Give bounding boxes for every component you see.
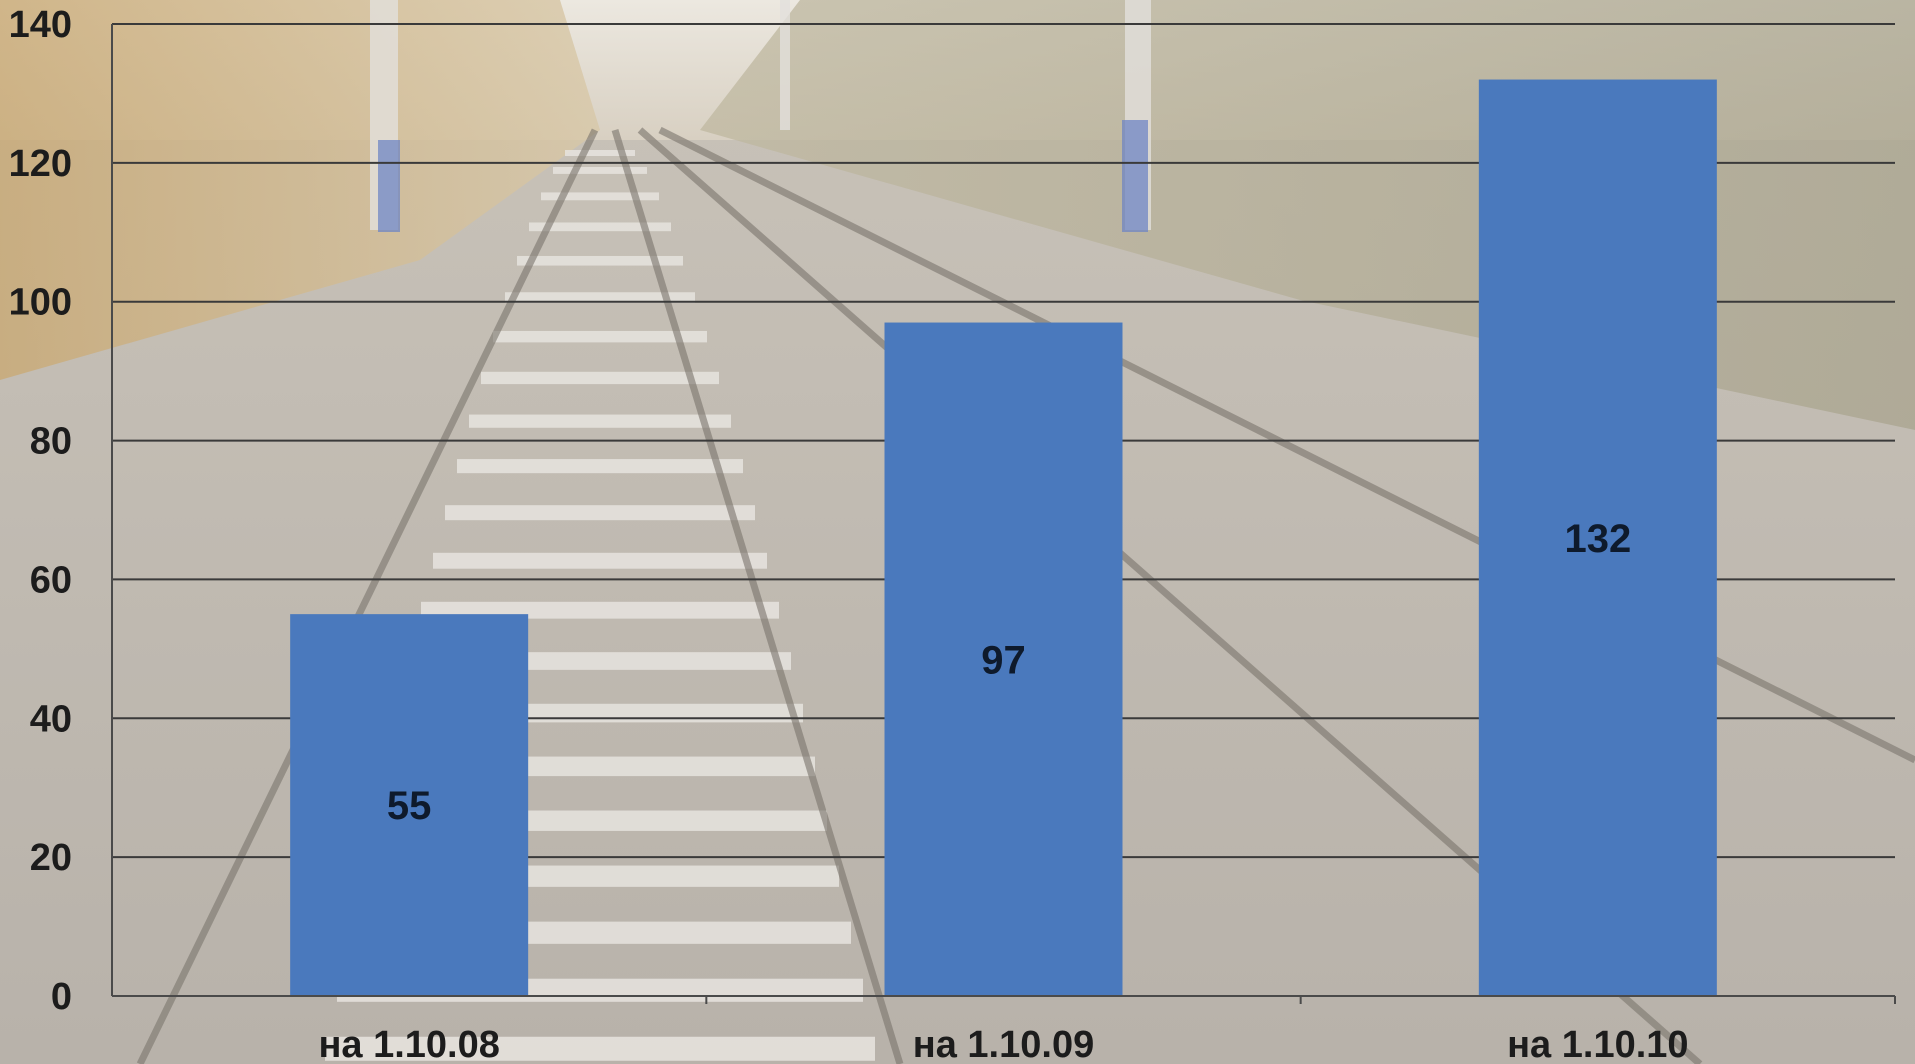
y-tick-label: 80 [30, 421, 72, 463]
bar [1478, 79, 1717, 997]
x-tick-label: на 1.10.10 [1507, 1024, 1688, 1064]
data-label: 97 [981, 638, 1026, 682]
bar [290, 614, 529, 996]
y-tick-label: 140 [9, 4, 72, 46]
axes [111, 24, 1896, 1004]
x-tick-label: на 1.10.08 [318, 1024, 499, 1064]
bar [884, 322, 1123, 996]
y-tick-label: 40 [30, 698, 72, 740]
bars [290, 79, 1717, 997]
data-label: 55 [387, 784, 432, 828]
y-tick-label: 20 [30, 837, 72, 879]
y-axis-ticks: 0 20 40 60 80 100 120 140 [9, 4, 72, 1018]
y-tick-label: 100 [9, 282, 72, 324]
x-tick-label: на 1.10.09 [913, 1024, 1094, 1064]
data-label: 132 [1564, 517, 1631, 561]
data-labels: 55 97 132 [387, 517, 1631, 828]
y-tick-label: 0 [51, 976, 72, 1018]
x-axis-ticks: на 1.10.08 на 1.10.09 на 1.10.10 [318, 1024, 1688, 1064]
y-tick-label: 60 [30, 559, 72, 601]
y-tick-label: 120 [9, 143, 72, 185]
